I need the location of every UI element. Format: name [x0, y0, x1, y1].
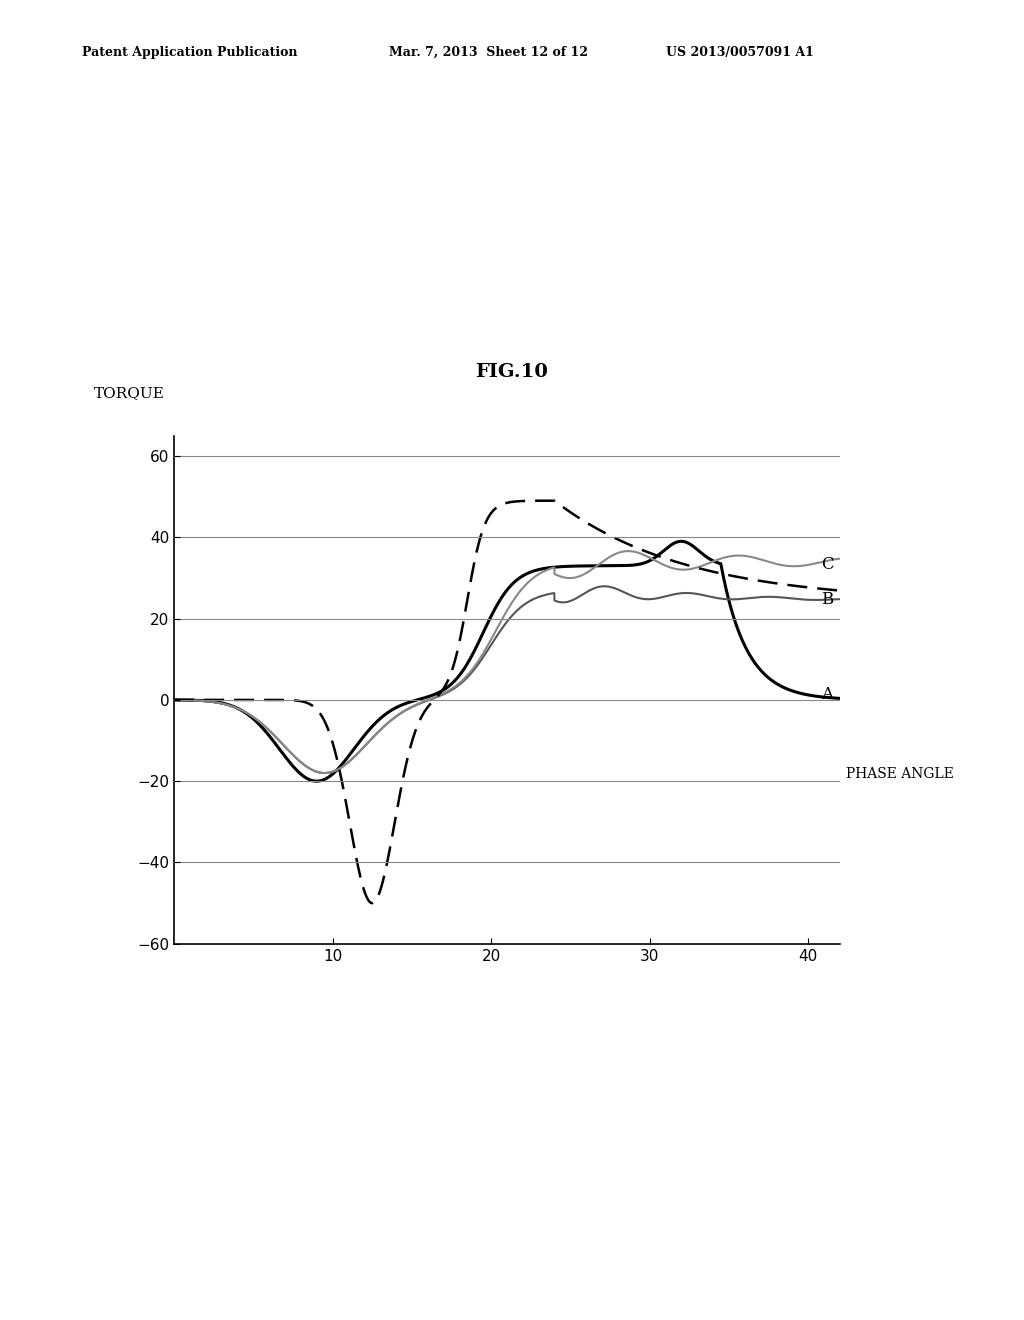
Text: C: C [820, 557, 834, 573]
Text: FIG.10: FIG.10 [475, 363, 549, 381]
Text: TORQUE: TORQUE [94, 385, 165, 400]
Text: PHASE ANGLE: PHASE ANGLE [847, 767, 954, 780]
Text: Mar. 7, 2013  Sheet 12 of 12: Mar. 7, 2013 Sheet 12 of 12 [389, 46, 588, 59]
Text: Patent Application Publication: Patent Application Publication [82, 46, 297, 59]
Text: B: B [820, 591, 833, 609]
Text: A: A [820, 686, 833, 704]
Text: US 2013/0057091 A1: US 2013/0057091 A1 [666, 46, 813, 59]
